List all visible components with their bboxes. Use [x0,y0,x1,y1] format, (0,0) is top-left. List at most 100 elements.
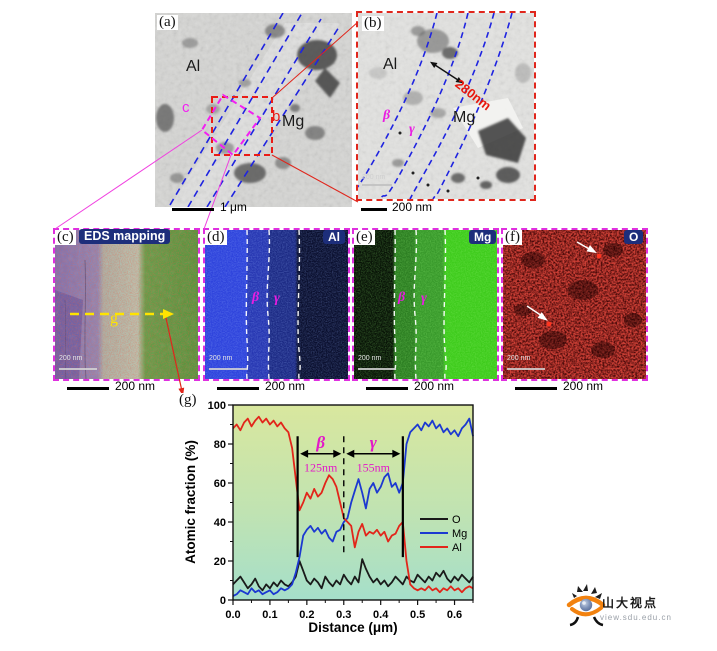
y-tick-label: 0 [220,595,226,607]
line-scan-arrow [70,309,174,319]
x-tick-label: 0.2 [299,609,314,621]
beta-width-arrow-head [333,449,342,458]
panel-c-label: (c) [55,229,76,245]
y-tick-label: 100 [208,400,226,412]
panel-f-scalebar [515,387,557,390]
panel-e-scalebar [366,387,408,390]
panel-e-gamma-label: γ [421,291,427,306]
panel-c-scalebar-label: 200 nm [115,379,156,393]
inset-box-b [211,96,273,156]
series-Al [232,415,474,594]
panel-d-label: (d) [205,229,227,245]
legend-label-O: O [452,514,461,526]
panel-e-inner-scalebar-label: 200 nm [358,355,382,362]
panel-d-element-badge: Al [323,230,345,244]
panel-b-inner-scalebar-label: 200 nm [362,174,386,181]
x-tick-label: 0.1 [262,609,277,621]
chart-y-axis-title: Atomic fraction (%) [183,440,198,564]
panel-e-mg-map [352,228,499,381]
panel-a-mg-label: Mg [282,113,305,130]
panel-a-al-label: Al [186,58,201,75]
band-width-arrow [430,61,463,84]
oxide-particle [596,253,602,259]
x-tick-label: 0.5 [410,609,425,621]
x-tick-label: 0.4 [373,609,389,621]
x-tick-label: 0.6 [447,609,462,621]
panel-b-beta-label: β [383,108,391,123]
phase-boundary-lines [393,230,447,379]
oxide-pointer-arrows [526,241,597,321]
y-tick-label: 60 [214,478,226,490]
series-Mg [232,417,474,597]
panel-e-map [354,230,497,379]
watermark-eye-icon [566,584,606,627]
panel-a-scalebar [172,208,214,211]
dark-precipitates [398,131,480,193]
y-tick-label: 40 [214,517,226,529]
panel-f-o-map [501,228,648,381]
gamma-width-label: 155nm [357,460,391,474]
watermark: 山大视点 view.sdu.edu.cn [556,580,716,640]
panel-d-map [205,230,348,379]
panel-f-inner-scalebar-label: 200 nm [507,355,531,362]
chart-plot-area [233,405,473,600]
panel-d-scalebar-label: 200 nm [265,379,306,393]
panel-a-label: (a) [157,14,178,30]
legend-label-Mg: Mg [452,528,467,540]
panel-d-beta-label: β [252,290,260,305]
line-profile-chart: 0 20 40 60 80 100 0.0 0.1 0.2 0.3 0.4 0.5 0.6 β γ 125nm… [183,400,474,635]
panel-a-inset-c-label: c [182,99,190,116]
panel-c-eds-composite [53,228,200,381]
panel-e-element-badge: Mg [469,230,497,244]
panel-d-scalebar [217,387,259,390]
oxide-particle [546,321,552,327]
panel-e-label: (e) [354,229,375,245]
panel-b-label: (b) [362,15,384,31]
watermark-title: 山大视点 [602,596,659,610]
legend-label-Al: Al [452,542,462,554]
beta-region-label: β [315,433,325,452]
x-tick-label: 0.0 [225,609,240,621]
panel-c-inner-scalebar [59,368,97,370]
panel-b-tem-zoom [356,11,536,201]
phase-boundary-dashed-lines [358,13,513,199]
panel-c-inner-scalebar-label: 200 nm [59,355,83,362]
inset-box-c [200,93,262,157]
panel-f-inner-scalebar [507,368,545,370]
panel-f-scalebar-label: 200 nm [563,379,604,393]
panel-b-scalebar-label: 200 nm [392,200,433,214]
panel-b-gamma-label: γ [409,122,415,137]
panel-a-inset-b-label: b [272,108,281,125]
panel-b-mg-label: Mg [453,109,476,126]
panel-d-inner-scalebar [209,368,247,370]
panel-b-micrograph [358,13,534,199]
chart-frame [232,404,474,601]
gamma-region-label: γ [370,433,378,452]
y-tick-label: 80 [214,439,226,451]
panel-a-scalebar-label: 1 μm [220,200,247,214]
gamma-width-arrow-head [392,449,401,458]
gamma-width-arrow-head [346,449,355,458]
panel-f-element-badge: O [624,230,644,244]
panel-c-scalebar [67,387,109,390]
panel-e-scalebar-label: 200 nm [414,379,455,393]
x-tick-label: 0.3 [336,609,351,621]
series-O [232,558,474,592]
beta-width-label: 125nm [304,460,338,474]
panel-d-inner-scalebar-label: 200 nm [209,355,233,362]
panel-d-gamma-label: γ [274,291,280,306]
beta-width-arrow-head [300,449,309,458]
panel-c-title-badge: EDS mapping [79,229,171,244]
panel-d-al-map [203,228,350,381]
panel-c-line-label: g [110,310,118,327]
watermark-url: view.sdu.edu.cn [600,613,672,622]
panel-e-inner-scalebar [358,368,396,370]
panel-b-scalebar [361,208,387,211]
phase-boundary-lines [245,230,301,379]
panel-f-label: (f) [503,229,522,245]
y-tick-label: 20 [214,556,226,568]
panel-b-al-label: Al [383,56,398,73]
panel-e-beta-label: β [398,290,406,305]
panel-b-inner-scalebar [362,184,392,186]
